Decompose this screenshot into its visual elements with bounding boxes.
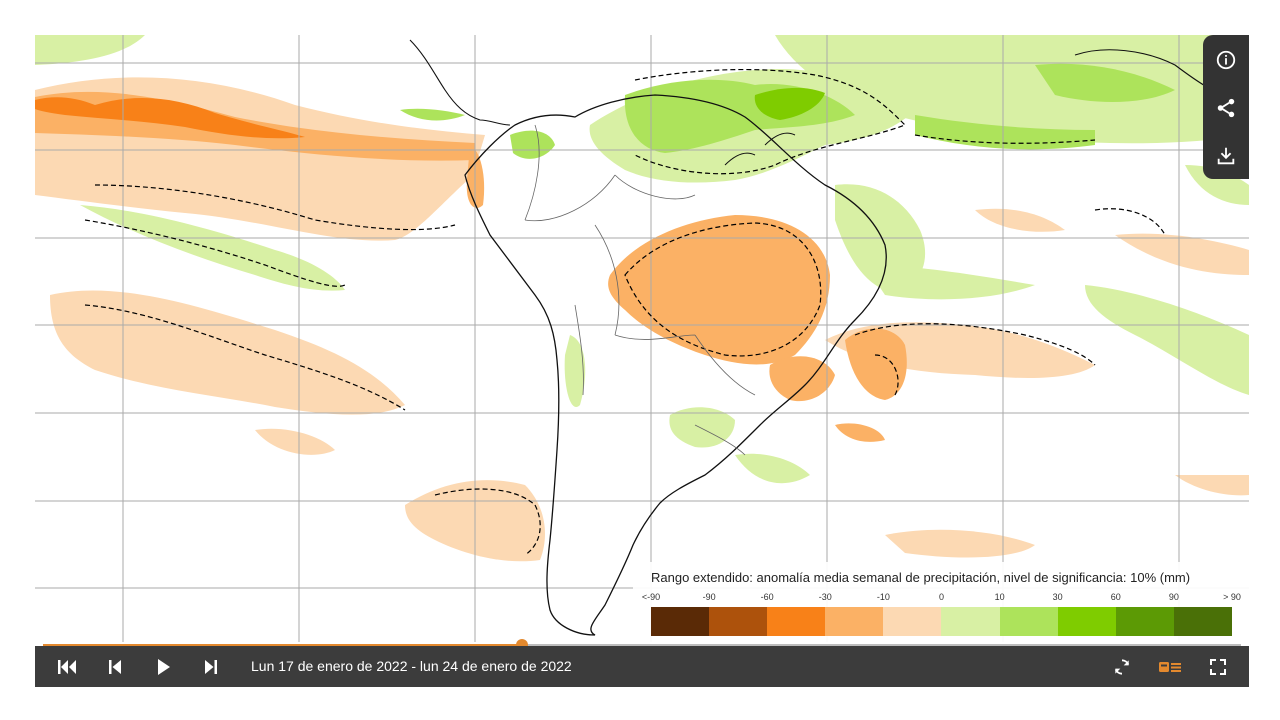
anomaly-area-south-pacific	[50, 290, 405, 415]
anomaly-area-central-brazil	[608, 215, 830, 365]
legend-swatch	[941, 607, 1000, 636]
fullscreen-button[interactable]	[1202, 646, 1234, 687]
legend-tick: 30	[1052, 592, 1063, 602]
fullscreen-icon	[1210, 658, 1226, 675]
anomaly-area-pacific-small-1	[255, 428, 335, 455]
anomaly-area-south-atlantic-2	[885, 529, 1035, 558]
legend-swatch	[1173, 607, 1232, 636]
skip-to-start-icon	[58, 659, 76, 674]
legend-swatch	[1057, 607, 1116, 636]
anomaly-area-atlantic-offshore	[845, 328, 907, 400]
download-icon	[1217, 147, 1235, 165]
playback-controls: Lun 17 de enero de 2022 - lun 24 de ener…	[35, 646, 1249, 687]
legend-tick: -90	[702, 592, 716, 602]
timeline-progress	[43, 644, 523, 647]
legend-tick-labels: <-90 -90 -60 -30 -10 0 10 30 60 90 > 90	[642, 592, 1241, 604]
side-toolbar	[1203, 35, 1249, 179]
legend-tick: -60	[760, 592, 774, 602]
map-viewer: Rango extendido: anomalía media semanal …	[35, 35, 1249, 687]
legend-toggle-button[interactable]	[1154, 646, 1186, 687]
legend-swatch	[999, 607, 1058, 636]
legend-tick: <-90	[641, 592, 661, 602]
central-america-coastline	[409, 39, 511, 126]
anomaly-area-atlantic-east-2	[975, 208, 1065, 232]
legend-tick: 90	[1168, 592, 1179, 602]
anomaly-dark-green-areas	[754, 87, 825, 120]
anomaly-area-atlantic-green-band	[915, 115, 1095, 150]
play-icon	[158, 658, 170, 675]
anomaly-area-west-africa-coast	[1185, 165, 1249, 205]
legend-tick: -10	[876, 592, 890, 602]
legend-toggle-icon	[1159, 661, 1181, 672]
step-back-icon	[109, 659, 121, 674]
precipitation-anomaly-map[interactable]	[35, 35, 1249, 642]
legend-swatch	[651, 607, 710, 636]
date-range-label: Lun 17 de enero de 2022 - lun 24 de ener…	[251, 658, 572, 674]
skip-to-start-button[interactable]	[51, 646, 83, 687]
anomaly-area-pacific-band-green	[80, 205, 345, 291]
significance-contours	[84, 68, 1166, 556]
anomaly-area-colombia-green	[510, 130, 555, 159]
info-icon	[1216, 50, 1236, 70]
anomaly-area-north-atlantic	[775, 35, 1249, 144]
anomaly-area-pacific-core	[35, 97, 305, 139]
anomaly-area-atlantic-east	[1115, 233, 1249, 275]
timeline-track[interactable]	[43, 644, 1241, 647]
anomaly-area-andes-green	[564, 335, 586, 407]
legend-tick: 0	[938, 592, 945, 602]
lakes-amazon	[724, 132, 796, 166]
legend-swatch	[767, 607, 826, 636]
share-icon	[1217, 98, 1235, 118]
share-button[interactable]	[1203, 85, 1249, 131]
loop-icon	[1114, 658, 1130, 675]
step-back-button[interactable]	[99, 646, 131, 687]
anomaly-strong-orange-areas	[35, 97, 305, 139]
anomaly-area-equatorial-atlantic	[865, 265, 1035, 300]
legend-tick: -30	[818, 592, 832, 602]
anomaly-area-south-atlantic-green	[1085, 285, 1249, 395]
legend-swatch	[1115, 607, 1174, 636]
info-button[interactable]	[1203, 37, 1249, 83]
country-borders	[524, 124, 756, 456]
legend-color-bar	[651, 607, 1232, 636]
play-button[interactable]	[148, 646, 180, 687]
anomaly-area-southeast-brazil	[769, 356, 835, 402]
legend-swatch	[709, 607, 768, 636]
step-forward-button[interactable]	[195, 646, 227, 687]
loop-button[interactable]	[1106, 646, 1138, 687]
anomaly-area-atlantic-small	[835, 423, 885, 442]
legend-swatch	[883, 607, 942, 636]
anomaly-area-guianas-green-core	[754, 87, 825, 120]
map-legend: Rango extendido: anomalía media semanal …	[633, 562, 1249, 642]
anomaly-area-north-atlantic-green	[1035, 63, 1175, 102]
anomaly-area-pacific-west-green	[35, 35, 145, 65]
download-button[interactable]	[1203, 133, 1249, 179]
legend-tick: 10	[994, 592, 1005, 602]
legend-title: Rango extendido: anomalía media semanal …	[651, 570, 1191, 585]
anomaly-area-south-atlantic-green-2	[735, 453, 810, 484]
anomaly-area-caribbean-green	[400, 108, 465, 121]
anomaly-area-south-atlantic-3	[1175, 475, 1249, 496]
legend-tick: > 90	[1223, 592, 1241, 602]
anomaly-area-northeast-coast	[835, 184, 926, 291]
step-forward-icon	[205, 659, 217, 674]
legend-tick: 60	[1110, 592, 1121, 602]
anomaly-light-orange-areas	[35, 77, 1249, 562]
south-america-coastline	[464, 94, 887, 636]
legend-swatch	[825, 607, 884, 636]
